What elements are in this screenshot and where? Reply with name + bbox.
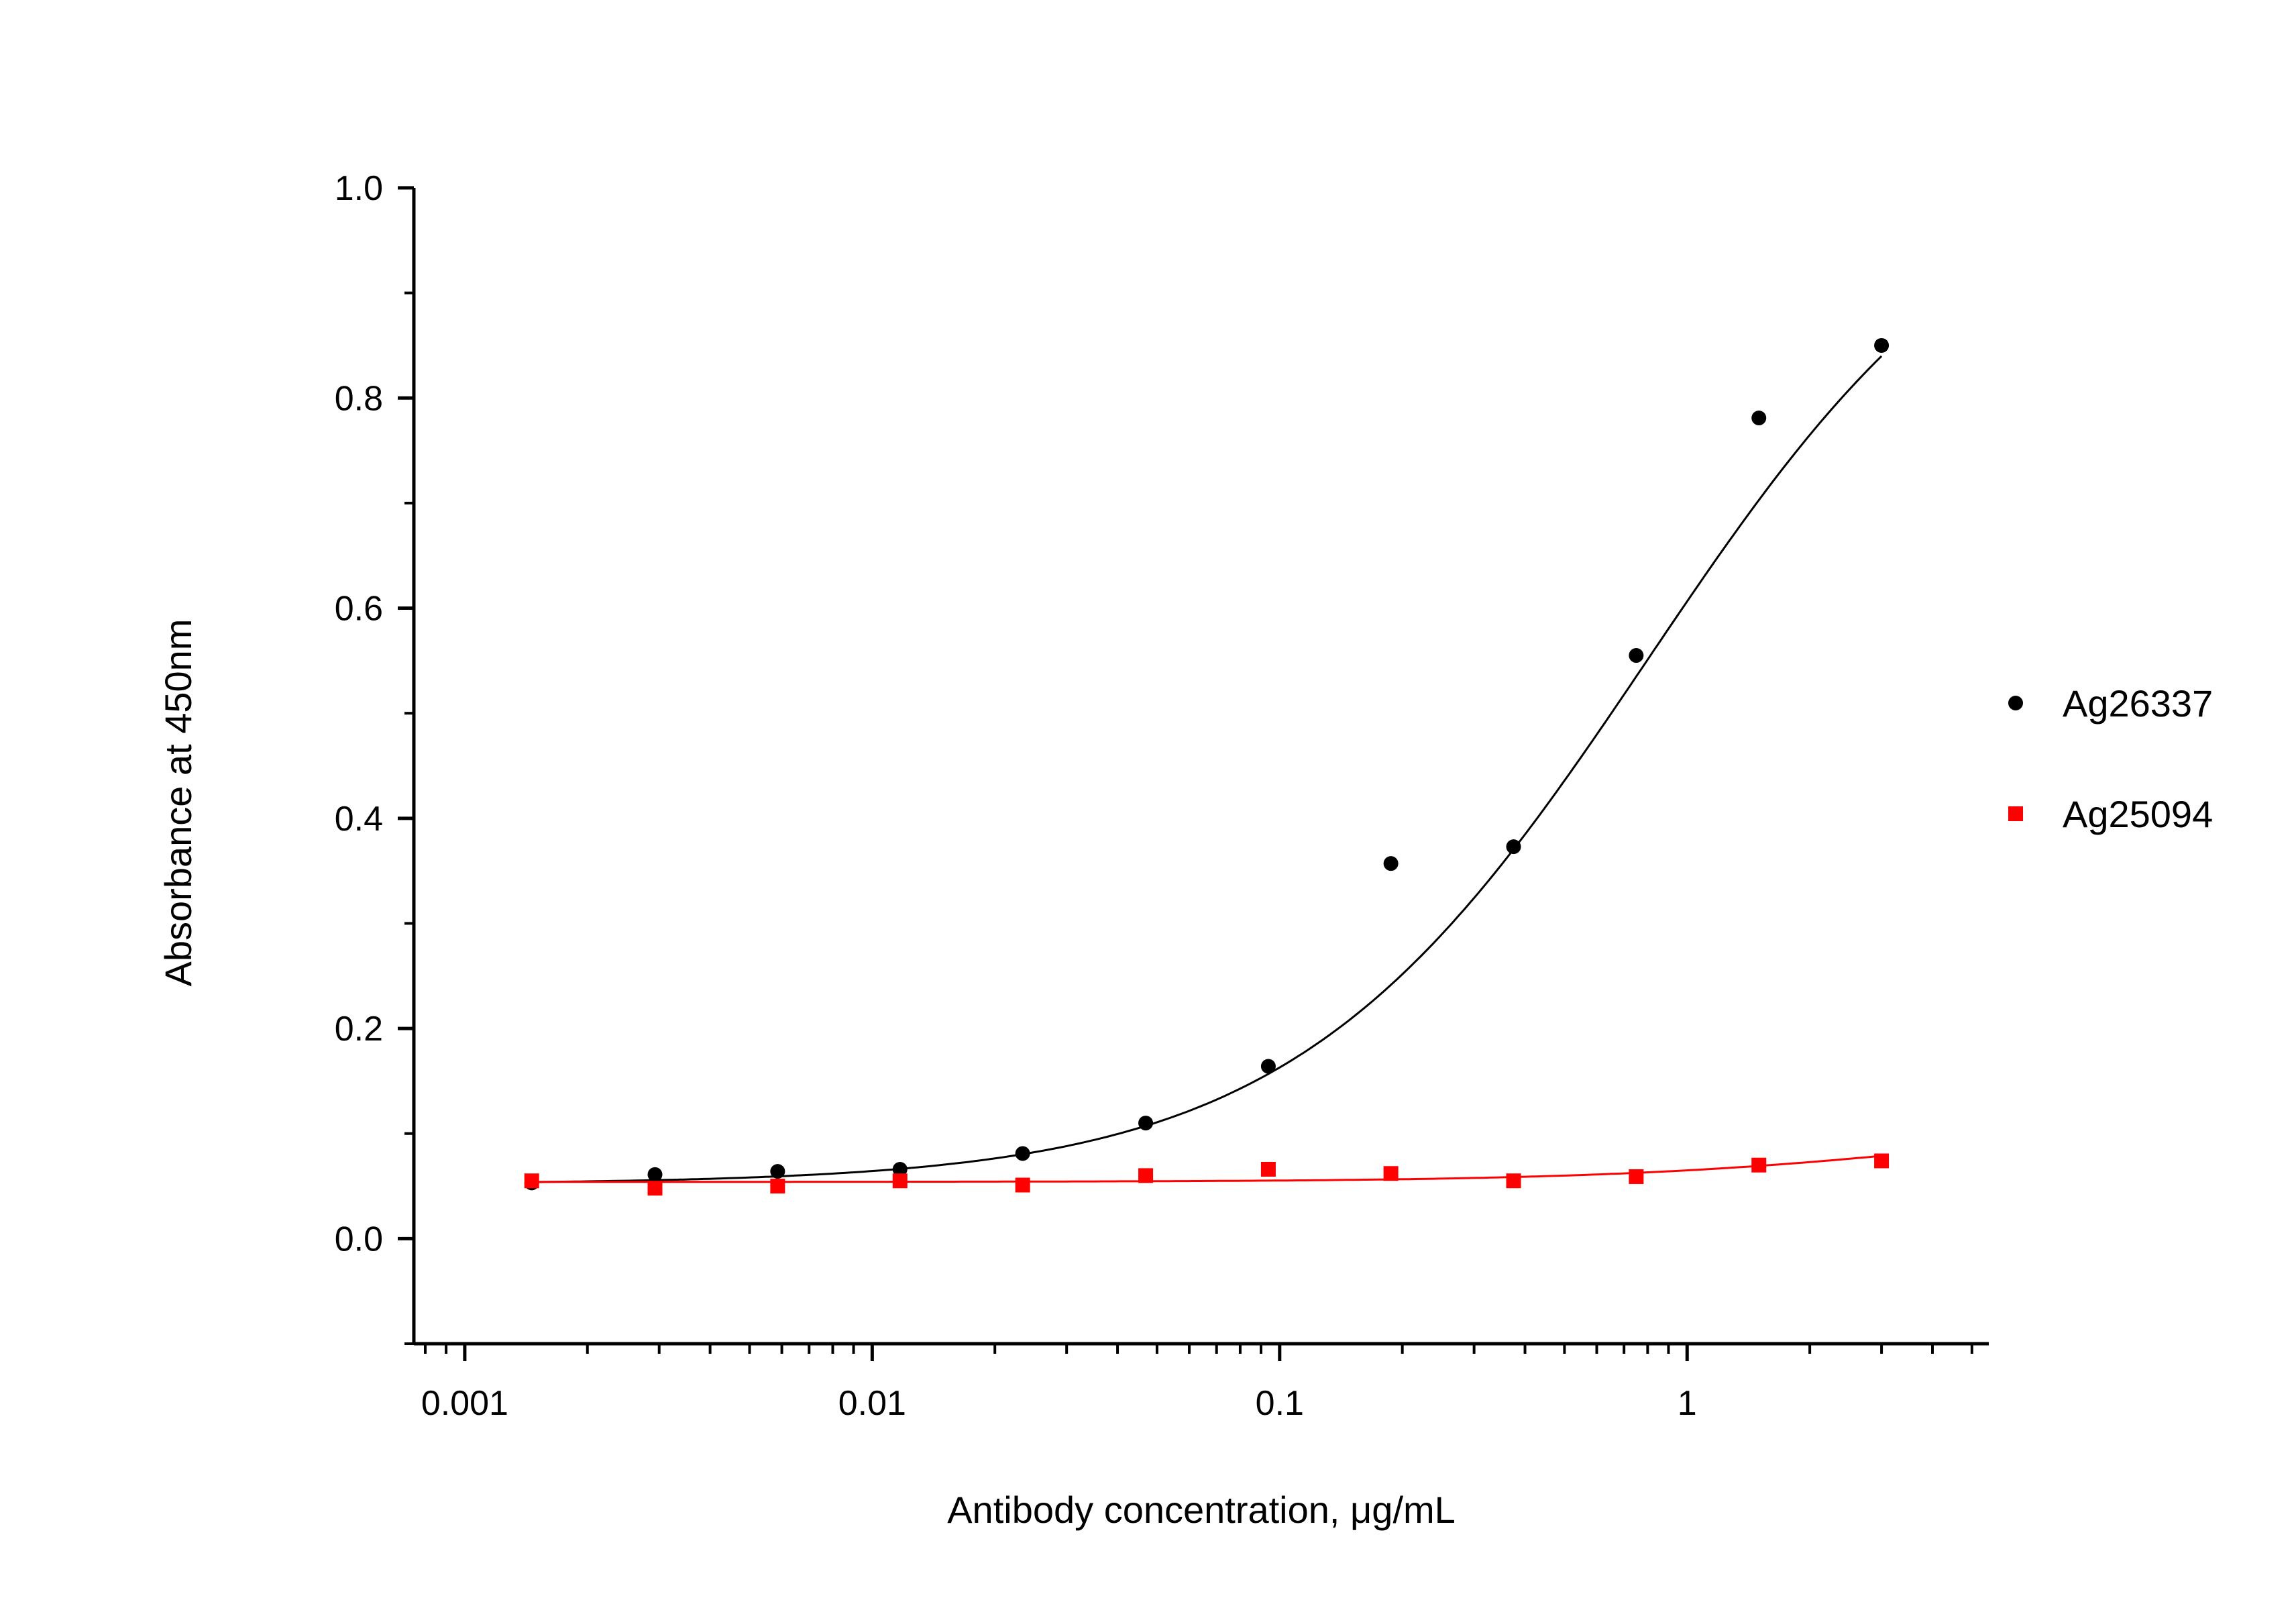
x-axis-title: Antibody concentration, μg/mL [947,1489,1456,1531]
x-tick-label: 0.001 [421,1384,508,1423]
fit-curve-0 [531,355,1883,1183]
point-Ag25094-0 [524,1173,539,1189]
point-Ag25094-10 [1751,1157,1767,1173]
legend-label-0: Ag26337 [2063,682,2213,725]
point-Ag25094-5 [1138,1168,1154,1183]
point-Ag26337-10 [1751,411,1767,426]
point-Ag26337-5 [1138,1116,1154,1131]
legend-marker-1 [2008,806,2023,821]
point-Ag25094-7 [1383,1166,1399,1181]
x-tick-label: 0.01 [838,1384,906,1423]
legend: Ag26337 Ag25094 [2008,682,2213,835]
point-Ag25094-4 [1015,1177,1030,1193]
y-tick-label: 0.0 [335,1220,383,1259]
point-Ag25094-2 [770,1179,785,1194]
axes: 0.0 0.2 0.4 0.6 0.8 1.0 0.001 0.01 0.1 1 [335,169,1989,1423]
point-Ag26337-8 [1506,839,1521,855]
point-Ag25094-11 [1874,1153,1890,1169]
y-tick-label: 0.6 [335,590,383,629]
point-Ag25094-1 [647,1181,663,1196]
legend-marker-0 [2008,696,2023,710]
fit-curve-1 [531,1155,1882,1183]
point-Ag26337-1 [647,1167,663,1182]
point-Ag25094-6 [1260,1161,1276,1177]
y-tick-label: 0.8 [335,379,383,418]
fit-curves [531,355,1883,1183]
point-Ag26337-2 [770,1164,785,1179]
data-points [524,337,1890,1196]
x-tick-label: 1 [1678,1384,1697,1423]
point-Ag26337-7 [1383,856,1399,871]
y-axis-title: Absorbance at 450nm [157,619,199,987]
y-tick-label: 0.4 [335,800,383,839]
point-Ag25094-3 [892,1173,908,1189]
point-Ag26337-6 [1260,1059,1276,1074]
point-Ag25094-8 [1506,1173,1521,1189]
legend-label-1: Ag25094 [2063,793,2213,835]
y-tick-label: 1.0 [335,169,383,208]
point-Ag26337-11 [1874,337,1890,353]
point-Ag26337-4 [1015,1146,1030,1161]
x-tick-label: 0.1 [1256,1384,1304,1423]
y-tick-label: 0.2 [335,1010,383,1049]
point-Ag25094-9 [1629,1169,1644,1184]
point-Ag26337-3 [892,1161,908,1177]
point-Ag26337-9 [1629,648,1644,663]
